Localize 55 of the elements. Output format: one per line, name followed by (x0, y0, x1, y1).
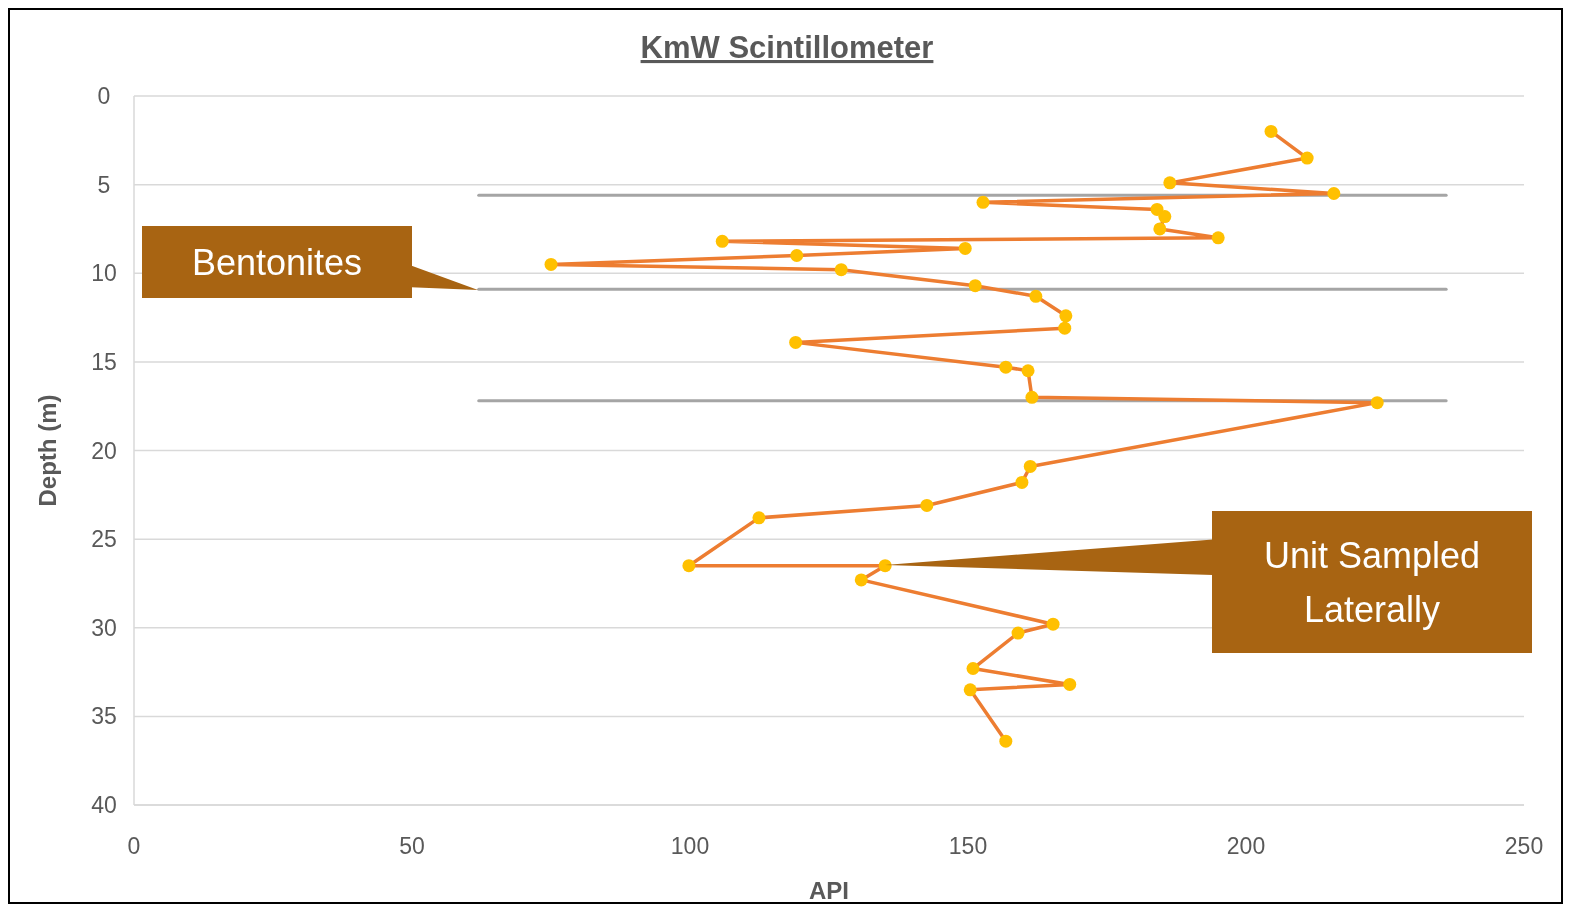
y-tick-label: 20 (91, 437, 117, 464)
x-tick-label: 250 (1504, 833, 1544, 859)
y-tick-label: 25 (91, 526, 117, 553)
y-axis-title: Depth (m) (34, 394, 61, 507)
point (1015, 475, 1029, 489)
point (1153, 222, 1167, 236)
point (1011, 626, 1025, 640)
point (544, 257, 558, 271)
point (715, 234, 729, 248)
y-tick-label: 5 (97, 171, 111, 198)
y-tick-label: 15 (91, 348, 117, 375)
x-tick-label: 200 (1226, 833, 1266, 859)
y-tick-label: 35 (91, 703, 117, 730)
point (1327, 186, 1341, 200)
x-tick-label: 100 (670, 833, 710, 859)
point (878, 559, 892, 573)
point (1021, 364, 1035, 378)
point (752, 511, 766, 525)
point (1163, 176, 1177, 190)
x-axis-title: API (808, 877, 850, 904)
x-tick-label: 0 (127, 833, 141, 859)
point (834, 263, 848, 277)
y-tick-label: 40 (91, 792, 117, 819)
annotation: Bentonites (191, 241, 363, 283)
point (976, 195, 990, 209)
point (920, 498, 934, 512)
point (1025, 390, 1039, 404)
point (682, 559, 696, 573)
point (1158, 210, 1172, 224)
point (1211, 231, 1225, 245)
point (790, 249, 804, 263)
point (1046, 617, 1060, 631)
y-tick-label: 0 (97, 83, 111, 110)
y-tick-label: 30 (91, 614, 117, 641)
point (854, 573, 868, 587)
point (1059, 309, 1073, 323)
point (958, 241, 972, 255)
point (1029, 289, 1043, 303)
point (1264, 124, 1278, 138)
point (963, 683, 977, 697)
point (1023, 459, 1037, 473)
point (1370, 396, 1384, 410)
x-tick-label: 50 (399, 833, 425, 859)
point (999, 734, 1013, 748)
y-tick-label: 10 (91, 260, 117, 287)
point (999, 360, 1013, 374)
point (1058, 321, 1072, 335)
point (968, 279, 982, 293)
chart-title: KmW Scintillometer (640, 30, 934, 65)
point (1300, 151, 1314, 165)
point (789, 335, 803, 349)
x-tick-label: 150 (948, 833, 988, 859)
annotation: Unit Sampled Laterally (1263, 534, 1481, 630)
point (966, 662, 980, 676)
point (1063, 677, 1077, 691)
